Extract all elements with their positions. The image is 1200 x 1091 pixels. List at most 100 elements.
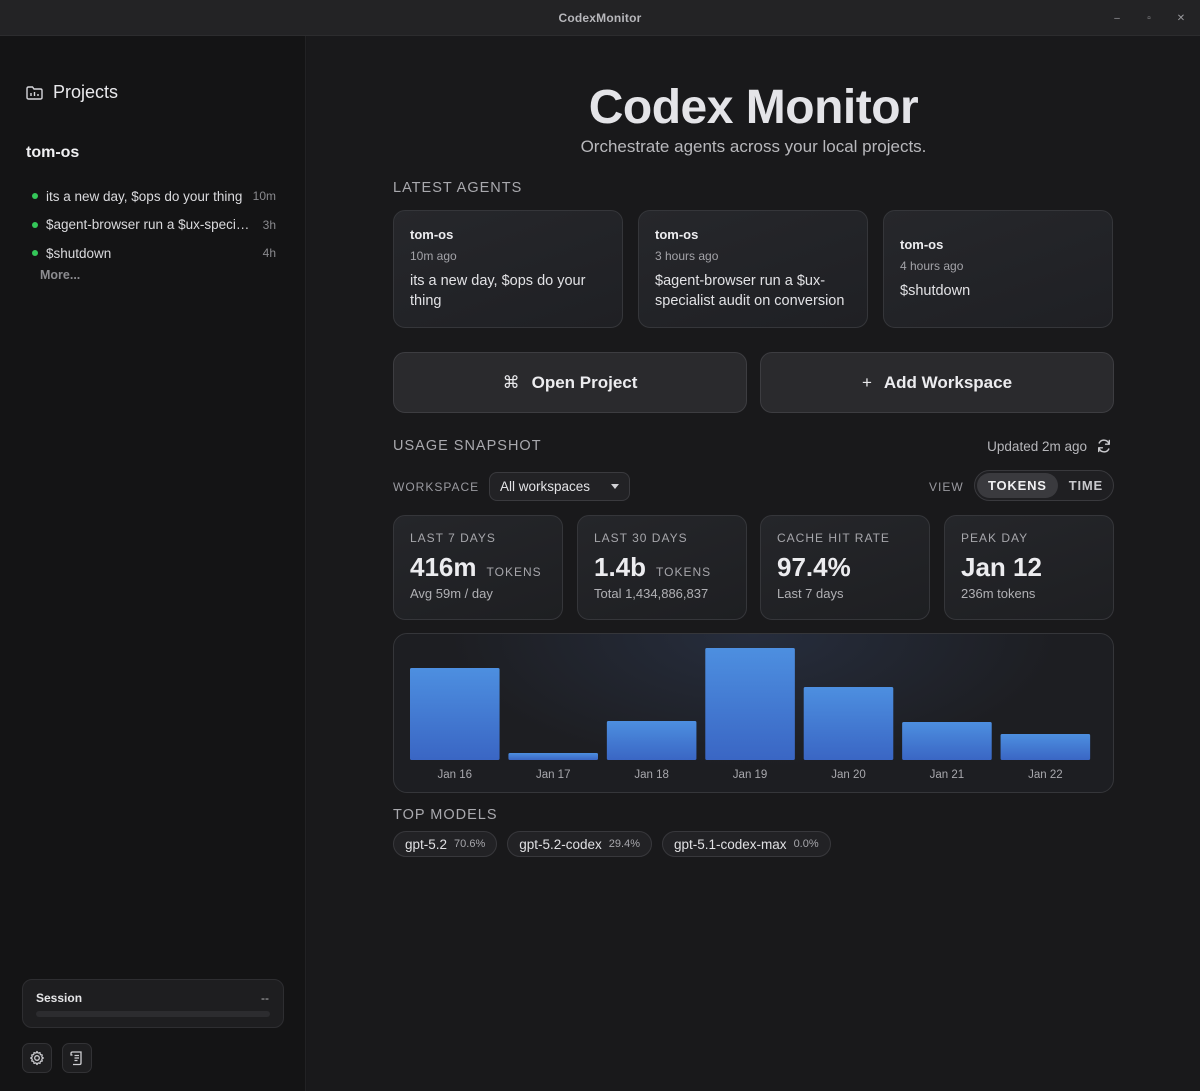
model-chip: gpt-5.2-codex 29.4%	[507, 831, 652, 857]
thread-time: 4h	[262, 246, 276, 261]
log-button[interactable]	[62, 1043, 92, 1073]
session-panel: Session --	[22, 979, 284, 1028]
stat-card: CACHE HIT RATE 97.4% Last 7 days	[760, 515, 930, 620]
view-time-tab[interactable]: TIME	[1068, 478, 1104, 493]
window-controls: – ▫ ✕	[1112, 0, 1186, 36]
agent-card[interactable]: tom-os 10m ago its a new day, $ops do yo…	[393, 210, 623, 328]
stat-unit: TOKENS	[656, 565, 712, 579]
bar-jan-18	[606, 721, 697, 760]
status-dot-icon	[32, 221, 38, 228]
top-models-list: gpt-5.2 70.6% gpt-5.2-codex 29.4% gpt-5.…	[393, 831, 831, 857]
open-project-button[interactable]: ⌘ Open Project	[393, 352, 747, 413]
stat-value: 97.4%	[777, 552, 851, 582]
stat-value-row: 1.4b TOKENS	[594, 552, 711, 583]
thread-item[interactable]: its a new day, $ops do your thing 10m	[26, 182, 280, 211]
thread-time: 3h	[262, 217, 276, 232]
close-button[interactable]: ✕	[1176, 12, 1186, 24]
bar-jan-19	[705, 648, 795, 760]
stat-value-row: Jan 12	[961, 552, 1052, 583]
model-percent: 29.4%	[608, 838, 640, 850]
title-bar: CodexMonitor – ▫ ✕	[0, 0, 1200, 36]
view-label: VIEW	[929, 480, 964, 494]
x-tick-label: Jan 16	[438, 769, 473, 781]
stat-sub: 236m tokens	[961, 586, 1036, 601]
sidebar: Projects tom-os its a new day, $ops do y…	[0, 36, 306, 1091]
latest-agents-label: LATEST AGENTS	[393, 180, 523, 196]
model-chip: gpt-5.2 70.6%	[393, 831, 498, 857]
more-threads-link[interactable]: More...	[40, 268, 81, 282]
usage-chart: Jan 16 Jan 17 Jan 18 Jan 19 Jan 20 Jan 21 Jan …	[393, 633, 1114, 793]
x-tick-label: Jan 18	[634, 769, 669, 781]
workspace-name[interactable]: tom-os	[26, 144, 80, 161]
usage-snapshot-label: USAGE SNAPSHOT	[393, 438, 542, 454]
thread-title: its a new day, $ops do your thing	[46, 188, 243, 204]
model-percent: 70.6%	[454, 838, 486, 850]
stat-card: LAST 7 DAYS 416m TOKENS Avg 59m / day	[393, 515, 563, 620]
maximize-button[interactable]: ▫	[1147, 12, 1151, 24]
agent-message: its a new day, $ops do your thing	[410, 273, 586, 309]
thread-title: $agent-browser run a $ux-specialist audi…	[46, 217, 253, 233]
add-workspace-label: Add Workspace	[883, 372, 1013, 392]
stat-value-row: 416m TOKENS	[410, 552, 542, 583]
x-tick-label: Jan 19	[733, 769, 768, 781]
stat-value: 1.4b	[594, 552, 647, 582]
caret-down-icon	[611, 484, 619, 489]
agent-message: $agent-browser run a $ux-specialist audi…	[655, 273, 845, 309]
add-workspace-button[interactable]: + Add Workspace	[760, 352, 1114, 413]
agent-message: $shutdown	[900, 283, 971, 299]
thread-item[interactable]: $agent-browser run a $ux-specialist audi…	[26, 211, 280, 240]
status-dot-icon	[32, 250, 38, 257]
stat-label: CACHE HIT RATE	[777, 531, 890, 545]
minimize-button[interactable]: –	[1114, 12, 1120, 24]
stat-card: PEAK DAY Jan 12 236m tokens	[944, 515, 1114, 620]
bar-jan-16	[410, 668, 500, 760]
settings-button[interactable]	[22, 1043, 52, 1073]
top-models-label: TOP MODELS	[393, 807, 498, 823]
model-chip: gpt-5.1-codex-max 0.0%	[662, 831, 831, 857]
session-label: Session	[36, 991, 83, 1005]
command-icon: ⌘	[502, 372, 520, 392]
thread-list: its a new day, $ops do your thing 10m $a…	[26, 182, 280, 268]
stat-value: 416m	[410, 552, 477, 582]
main-panel: Codex Monitor Orchestrate agents across …	[307, 36, 1200, 1091]
agent-time: 3 hours ago	[655, 249, 719, 263]
workspace-select-value: All workspaces	[500, 479, 591, 494]
x-tick-label: Jan 20	[831, 769, 866, 781]
refresh-icon[interactable]	[1096, 438, 1112, 454]
stat-value: Jan 12	[961, 552, 1042, 582]
x-tick-label: Jan 17	[536, 769, 571, 781]
folder-icon	[26, 85, 43, 100]
plus-icon: +	[861, 372, 872, 392]
status-dot-icon	[32, 193, 38, 200]
stat-sub: Last 7 days	[777, 586, 844, 601]
agent-workspace: tom-os	[655, 227, 699, 242]
window-title: CodexMonitor	[558, 10, 642, 25]
projects-header: Projects	[26, 82, 118, 103]
stat-card: LAST 30 DAYS 1.4b TOKENS Total 1,434,886,…	[577, 515, 747, 620]
scroll-icon	[70, 1051, 82, 1066]
x-tick-label: Jan 22	[1028, 769, 1063, 781]
page-subtitle: Orchestrate agents across your local pro…	[580, 137, 927, 156]
agent-workspace: tom-os	[410, 227, 454, 242]
gear-icon	[30, 1050, 44, 1066]
bar-jan-20	[803, 687, 894, 760]
workspace-filter-label: WORKSPACE	[393, 480, 480, 494]
view-tokens-tab[interactable]: TOKENS	[977, 473, 1058, 498]
open-project-label: Open Project	[531, 372, 638, 392]
agent-time: 10m ago	[410, 249, 457, 263]
bar-jan-21	[902, 722, 992, 760]
bar-jan-17	[508, 753, 598, 760]
model-name: gpt-5.2	[405, 836, 448, 852]
thread-item[interactable]: $shutdown 4h	[26, 239, 280, 268]
stat-unit: TOKENS	[486, 565, 542, 579]
x-tick-label: Jan 21	[930, 769, 965, 781]
page-title: Codex Monitor	[588, 81, 919, 134]
agent-card[interactable]: tom-os 3 hours ago $agent-browser run a …	[638, 210, 868, 328]
usage-bar-chart: Jan 16 Jan 17 Jan 18 Jan 19 Jan 20 Jan 21 Jan …	[410, 648, 1091, 781]
stat-sub: Avg 59m / day	[410, 586, 493, 601]
agent-card[interactable]: tom-os 4 hours ago $shutdown	[883, 210, 1113, 328]
stat-sub: Total 1,434,886,837	[594, 586, 709, 601]
bar-jan-22	[1000, 734, 1091, 760]
stat-label: LAST 30 DAYS	[594, 531, 688, 545]
workspace-select[interactable]: All workspaces	[489, 472, 630, 501]
